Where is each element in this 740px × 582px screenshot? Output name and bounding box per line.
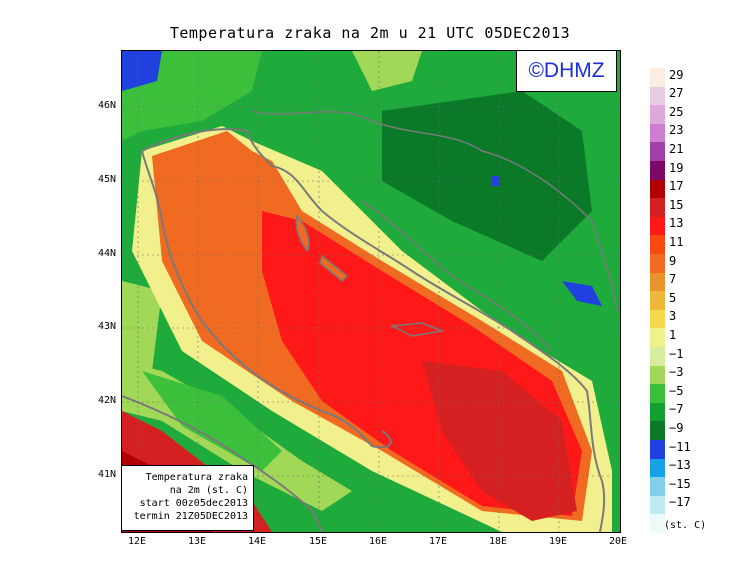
legend-label: 9 — [669, 253, 677, 268]
italy-coastline — [141, 150, 392, 449]
legend-unit: (st. C) — [664, 520, 707, 531]
legend-swatch — [650, 347, 665, 367]
y-tick-label: 41N — [97, 469, 116, 480]
legend-swatch — [650, 384, 665, 404]
map-grid — [122, 51, 620, 532]
italy-inland-green — [142, 371, 282, 471]
island-3 — [389, 322, 445, 337]
x-tick-label: 16E — [368, 536, 388, 547]
legend-label: −15 — [669, 476, 691, 491]
island-2 — [319, 254, 349, 283]
x-tick-label: 17E — [428, 536, 448, 547]
legend-label: 11 — [669, 235, 684, 249]
legend-swatch — [650, 440, 665, 460]
legend-label: 19 — [669, 160, 684, 175]
east-coastline — [141, 128, 606, 532]
y-axis-labels: 46N 45N 44N 43N 42N 41N — [60, 50, 116, 532]
map-title: Temperatura zraka na 2m u 21 UTC 05DEC20… — [169, 24, 571, 42]
info-box: Temperatura zraka na 2m (st. C) start 00… — [121, 465, 254, 531]
legend-label: 17 — [669, 179, 684, 194]
land-dark-north-east — [382, 91, 592, 261]
legend-label: 23 — [669, 123, 684, 138]
legend-swatch — [650, 458, 665, 478]
color-legend: 29 27 25 23 21 19 17 15 13 11 9 7 5 3 1 −1 −3 −5 −7 −9 −11 −1… — [650, 67, 740, 534]
x-tick-label: 15E — [308, 536, 328, 547]
cold-spot-bosnia — [562, 281, 602, 306]
legend-swatch — [650, 142, 665, 162]
x-tick-label: 14E — [247, 536, 267, 547]
legend-swatch — [650, 328, 665, 348]
cold-spot-small — [492, 176, 500, 186]
y-tick-label: 44N — [97, 248, 116, 259]
legend-label: 13 — [669, 216, 684, 231]
legend-swatch — [650, 216, 665, 236]
x-tick-label: 20E — [608, 536, 628, 547]
legend-label: 29 — [669, 67, 684, 82]
legend-swatch — [650, 68, 665, 88]
legend-label: 3 — [669, 309, 677, 324]
info-line-4: termin 21Z05DEC2013 — [133, 511, 248, 522]
legend-label: −17 — [669, 495, 691, 510]
x-tick-label: 13E — [187, 536, 207, 547]
sea-dark-red — [422, 361, 577, 521]
x-tick-label: 12E — [127, 536, 147, 547]
land-light-north — [352, 51, 422, 91]
legend-swatch — [650, 402, 665, 422]
legend-label: −11 — [669, 439, 691, 454]
legend-label: −13 — [669, 458, 691, 473]
legend-label: 15 — [669, 197, 684, 212]
legend-label: 27 — [669, 86, 684, 101]
legend-swatch — [650, 179, 665, 199]
legend-label: 7 — [669, 272, 677, 287]
border-inland — [361, 200, 553, 352]
legend-swatch — [650, 235, 665, 255]
legend-swatch — [650, 514, 665, 534]
y-tick-label: 43N — [97, 321, 116, 332]
info-line-2: na 2m (st. C) — [169, 485, 248, 496]
info-line-3: start 00z05dec2013 — [139, 498, 248, 509]
legend-swatch — [650, 365, 665, 385]
legend-swatch — [650, 161, 665, 181]
legend-swatch — [650, 291, 665, 311]
legend-swatch — [650, 123, 665, 143]
legend-label: −9 — [669, 421, 684, 435]
legend-label: 21 — [669, 142, 684, 156]
legend-swatch — [650, 254, 665, 274]
dhmz-logo: ©DHMZ — [516, 50, 617, 92]
legend-swatch — [650, 309, 665, 329]
y-tick-label: 45N — [97, 174, 116, 185]
y-tick-label: 42N — [97, 395, 116, 406]
legend-label: 1 — [669, 328, 677, 342]
border-north — [251, 110, 618, 312]
legend-label: −1 — [669, 346, 684, 361]
x-axis-labels: 12E 13E 14E 15E 16E 17E 18E 19E 20E — [121, 536, 627, 550]
legend-label: 25 — [669, 104, 684, 119]
legend-swatch — [650, 272, 665, 292]
legend-label: 5 — [669, 290, 677, 305]
y-tick-label: 46N — [97, 100, 116, 111]
italy-west-coastline — [122, 395, 323, 532]
temperature-map — [121, 50, 621, 533]
island-1 — [295, 214, 310, 253]
legend-swatch — [650, 421, 665, 441]
x-tick-label: 18E — [488, 536, 508, 547]
legend-label: −5 — [669, 383, 684, 398]
legend-swatch — [650, 495, 665, 515]
legend-swatch — [650, 86, 665, 106]
legend-swatch — [650, 477, 665, 497]
cold-alps — [122, 51, 162, 91]
map-canvas — [122, 51, 620, 532]
legend-label: −3 — [669, 365, 684, 380]
info-line-1: Temperatura zraka — [145, 472, 248, 483]
legend-label: −7 — [669, 402, 684, 417]
legend-swatch — [650, 105, 665, 125]
x-tick-label: 19E — [548, 536, 568, 547]
legend-swatch — [650, 198, 665, 218]
